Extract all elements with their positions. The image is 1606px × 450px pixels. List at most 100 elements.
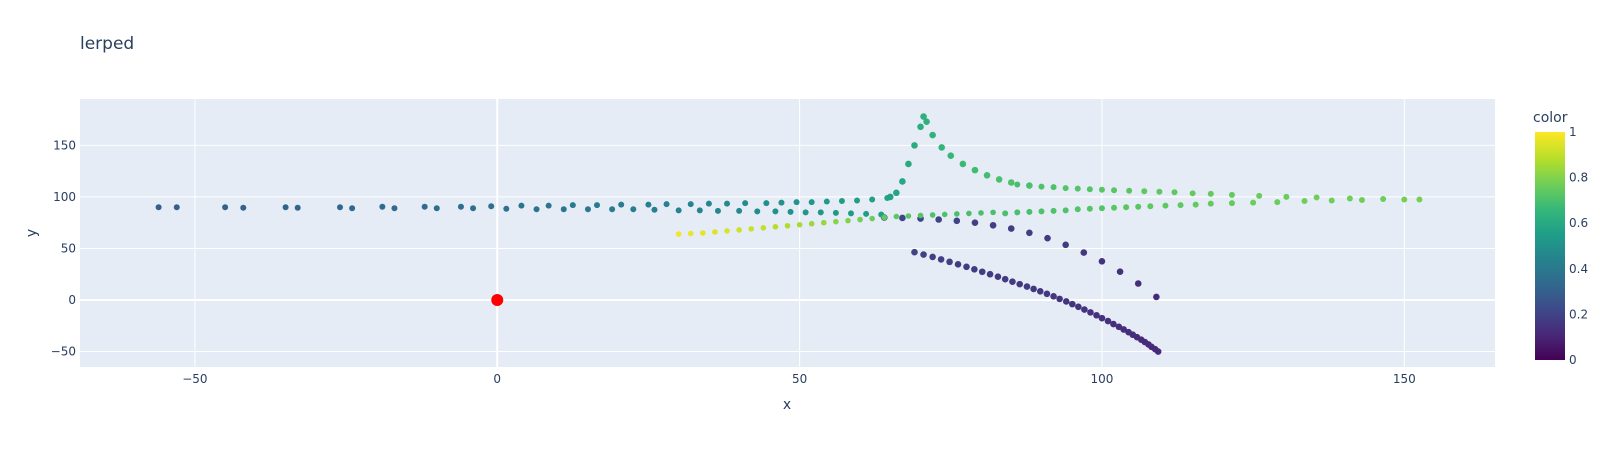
- data-point: [1026, 229, 1033, 237]
- data-point: [929, 131, 936, 139]
- data-point: [533, 206, 540, 213]
- axis-ticks: −50 0 50 100 150 −50 0 50 100 150: [51, 138, 1416, 386]
- data-point: [1134, 280, 1142, 287]
- data-point: [1038, 183, 1045, 190]
- data-point: [796, 221, 803, 228]
- data-point: [787, 208, 794, 215]
- data-point: [488, 203, 495, 210]
- data-point: [1228, 191, 1235, 198]
- colorbar-tick-label: 0.8: [1569, 171, 1588, 185]
- data-point: [518, 202, 525, 209]
- data-point: [696, 207, 703, 214]
- data-point: [917, 212, 924, 219]
- data-point: [282, 204, 289, 211]
- colorbar: color 0 0.2 0.4 0.6 0.8 1: [1533, 110, 1588, 367]
- data-point: [1116, 268, 1124, 275]
- y-tick-label: −50: [51, 345, 76, 359]
- data-point: [1189, 190, 1196, 197]
- data-point: [609, 206, 616, 213]
- data-point: [503, 205, 510, 212]
- data-point: [349, 205, 356, 212]
- data-point: [1081, 306, 1088, 313]
- data-point: [240, 204, 247, 211]
- data-point: [1256, 192, 1263, 199]
- data-point: [854, 197, 861, 204]
- y-tick-label: 50: [61, 241, 76, 255]
- data-point: [470, 205, 477, 212]
- data-point: [1177, 202, 1184, 209]
- data-point: [920, 251, 927, 258]
- data-point: [941, 211, 948, 218]
- colorbar-tick-label: 0.4: [1569, 262, 1588, 276]
- data-point: [1026, 182, 1033, 189]
- data-point: [1401, 196, 1408, 203]
- data-point: [1416, 196, 1423, 203]
- data-point: [1123, 204, 1130, 211]
- data-point: [893, 213, 900, 220]
- data-point: [1111, 187, 1118, 194]
- y-tick-label: 100: [53, 190, 76, 204]
- data-point: [905, 213, 912, 219]
- data-point: [833, 218, 839, 225]
- data-point: [675, 231, 682, 237]
- data-point: [937, 256, 945, 263]
- data-point: [1156, 188, 1163, 195]
- data-point: [1062, 185, 1069, 192]
- data-point: [630, 206, 637, 213]
- data-point: [1104, 317, 1112, 325]
- data-point: [569, 202, 576, 209]
- data-point: [1069, 300, 1076, 308]
- colorbar-title: color: [1533, 110, 1568, 126]
- data-point: [911, 248, 918, 256]
- colorbar-tick-label: 0.6: [1569, 216, 1588, 230]
- data-point: [802, 209, 809, 216]
- data-point: [584, 206, 591, 213]
- data-point: [929, 253, 936, 261]
- data-point: [1147, 203, 1154, 210]
- data-point: [1274, 199, 1281, 206]
- data-point: [971, 265, 978, 273]
- x-axis-title: x: [783, 397, 791, 413]
- data-point: [1171, 189, 1178, 196]
- data-point: [946, 258, 953, 266]
- data-point: [700, 230, 706, 236]
- data-point: [1162, 202, 1169, 209]
- data-point: [923, 118, 930, 125]
- data-point: [971, 166, 979, 174]
- data-point: [675, 207, 682, 214]
- data-point: [869, 196, 876, 203]
- data-point: [1380, 195, 1387, 202]
- data-point: [222, 204, 229, 211]
- data-point: [899, 178, 906, 185]
- data-point: [1086, 205, 1093, 212]
- data-point: [1098, 258, 1106, 265]
- data-point: [760, 225, 767, 231]
- data-point: [832, 209, 839, 216]
- data-point: [1038, 208, 1045, 215]
- data-point: [820, 219, 827, 226]
- data-point: [1043, 290, 1051, 298]
- data-point: [1250, 199, 1257, 206]
- data-point: [687, 230, 694, 237]
- data-point: [663, 201, 670, 208]
- data-point: [1110, 320, 1117, 328]
- data-point: [920, 113, 927, 120]
- data-point: [1153, 293, 1160, 301]
- data-point: [1301, 198, 1308, 205]
- data-point: [1062, 207, 1069, 214]
- data-point: [1009, 278, 1016, 285]
- y-tick-label: 0: [68, 293, 76, 307]
- x-tick-label: −50: [182, 372, 207, 386]
- data-point: [1062, 298, 1070, 305]
- data-point: [959, 160, 967, 168]
- data-point: [971, 219, 979, 226]
- data-point: [714, 207, 721, 214]
- colorbar-tick-label: 0.2: [1569, 307, 1588, 321]
- data-point: [857, 216, 863, 223]
- data-point: [845, 217, 851, 224]
- colorbar-ticks: 0 0.2 0.4 0.6 0.8 1: [1569, 125, 1588, 367]
- data-point: [736, 207, 743, 214]
- x-tick-label: 0: [493, 372, 501, 386]
- data-point: [1001, 275, 1009, 283]
